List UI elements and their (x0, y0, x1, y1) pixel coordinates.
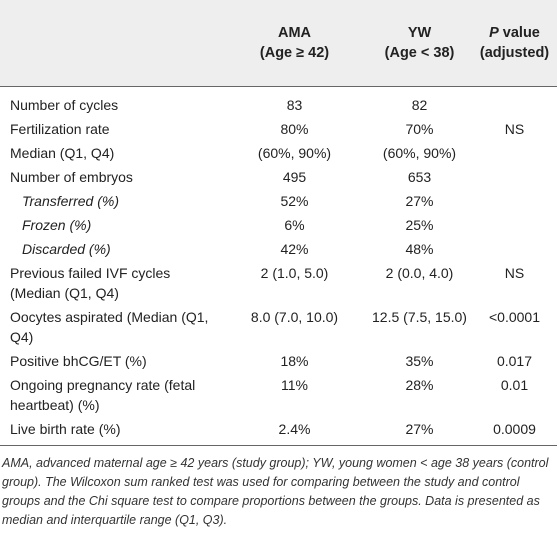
cell (472, 213, 557, 237)
table-row: Oocytes aspirated (Median (Q1, Q4) 8.0 (7… (0, 305, 557, 349)
header-empty (0, 0, 222, 87)
cell (472, 189, 557, 213)
cell: 27% (367, 417, 472, 446)
cell: NS (504, 265, 525, 281)
table-row: Live birth rate (%) 2.4% 27% 0.0009 (0, 417, 557, 446)
cell (472, 141, 557, 165)
cell: 495 (282, 169, 307, 185)
cell: 83 (286, 97, 303, 113)
header-text: (adjusted) (479, 45, 550, 61)
header-cell: P value (adjusted) (472, 0, 557, 87)
cell: 12.5 (7.5, 15.0) (372, 309, 467, 325)
row-label: Median (Q1, Q4) (10, 145, 115, 161)
table-row: Discarded (%) 42% 48% (0, 237, 557, 261)
cell: 28% (405, 377, 434, 393)
row-label: Positive bhCG/ET (%) (10, 353, 147, 369)
cell (472, 165, 557, 189)
cell: 25% (405, 217, 434, 233)
table-row: Transferred (%) 52% 27% (0, 189, 557, 213)
header-row: AMA (Age ≥ 42) YW (Age < 38) P value (adjus… (0, 0, 557, 87)
cell: NS (504, 121, 525, 137)
cell: 80% (280, 121, 309, 137)
cell: <0.0001 (489, 309, 540, 325)
header-text: (Age < 38) (384, 45, 455, 61)
table-row: Frozen (%) 6% 25% (0, 213, 557, 237)
cell: 82 (411, 97, 428, 113)
cell: 48% (405, 241, 434, 257)
table-row: Median (Q1, Q4) (60%, 90%) (60%, 90%) (0, 141, 557, 165)
cell: 0.017 (496, 353, 533, 369)
cell: 8.0 (7.0, 10.0) (250, 309, 339, 325)
cell: 52% (280, 193, 309, 209)
cell: 35% (405, 353, 434, 369)
table-row: Fertilization rate 80% 70% NS (0, 117, 557, 141)
table-row: Number of cycles 83 82 (0, 87, 557, 118)
header-text: (Age ≥ 42) (259, 45, 330, 61)
data-table: AMA (Age ≥ 42) YW (Age < 38) P value (adjus… (0, 0, 557, 446)
row-label: Previous failed IVF cycles (Median (Q1, … (10, 265, 171, 301)
cell: 2 (0.0, 4.0) (385, 265, 454, 281)
cell: 0.0009 (472, 417, 557, 446)
row-label: Fertilization rate (10, 121, 110, 137)
cell: (60%, 90%) (257, 145, 332, 161)
header-text: YW (407, 25, 432, 41)
header-text: P (489, 25, 499, 41)
row-label: Transferred (%) (22, 193, 119, 209)
row-label: Live birth rate (%) (0, 417, 222, 446)
cell: (60%, 90%) (382, 145, 457, 161)
cell: 18% (280, 353, 309, 369)
footnote: AMA, advanced maternal age ≥ 42 years (s… (2, 456, 549, 527)
cell: 0.01 (500, 377, 529, 393)
header-cell: AMA (Age ≥ 42) (222, 0, 367, 87)
row-label: Frozen (%) (22, 217, 92, 233)
cell: 653 (407, 169, 432, 185)
table-row: Number of embryos 495 653 (0, 165, 557, 189)
cell: 6% (284, 217, 305, 233)
row-label: Number of cycles (10, 97, 119, 113)
row-label: Discarded (%) (22, 241, 111, 257)
row-label: Ongoing pregnancy rate (fetal heartbeat)… (10, 377, 196, 413)
header-text: value (502, 25, 540, 41)
cell: 2 (1.0, 5.0) (260, 265, 329, 281)
cell: 2.4% (222, 417, 367, 446)
row-label: Number of embryos (10, 169, 133, 185)
cell: 70% (405, 121, 434, 137)
header-cell: YW (Age < 38) (367, 0, 472, 87)
table-row: Positive bhCG/ET (%) 18% 35% 0.017 (0, 349, 557, 373)
table-row: Previous failed IVF cycles (Median (Q1, … (0, 261, 557, 305)
header-text: AMA (277, 25, 312, 41)
cell (472, 237, 557, 261)
table-row: Ongoing pregnancy rate (fetal heartbeat)… (0, 373, 557, 417)
cell: 27% (405, 193, 434, 209)
row-label: Oocytes aspirated (Median (Q1, Q4) (10, 309, 209, 345)
cell (472, 87, 557, 118)
cell: 42% (280, 241, 309, 257)
table-body: Number of cycles 83 82 Fertilization rate 80… (0, 87, 557, 446)
cell: 11% (281, 377, 308, 393)
